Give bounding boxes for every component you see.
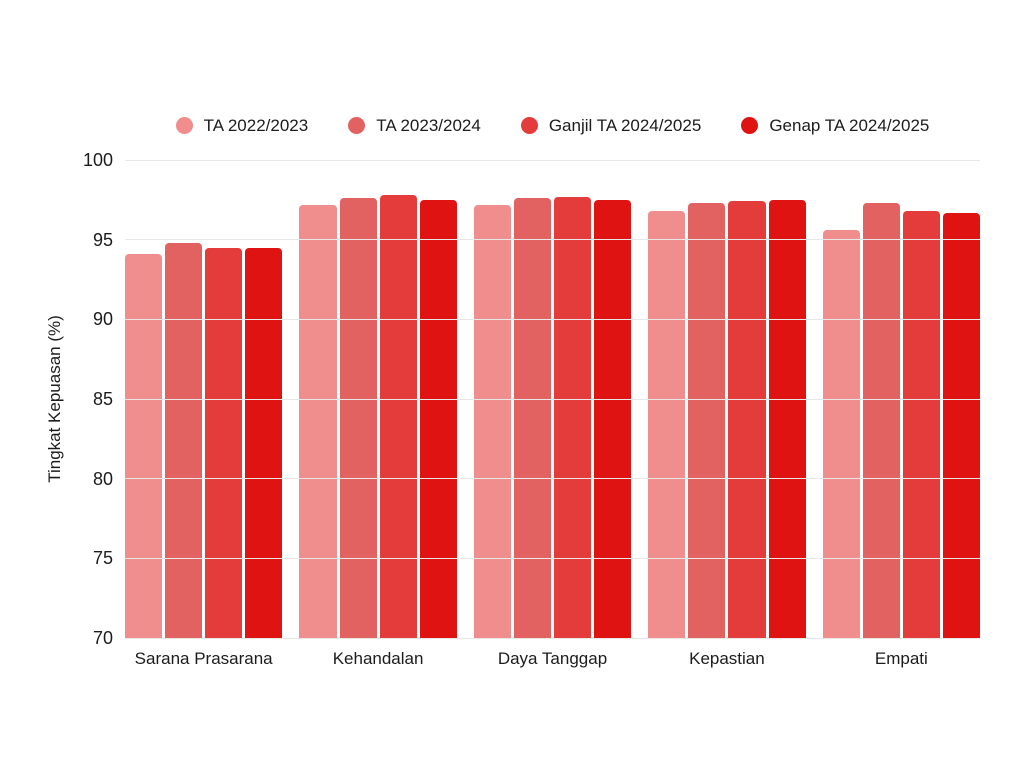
bar [205,247,243,638]
bar [594,199,632,638]
x-axis-label: Sarana Prasarana [134,649,273,668]
legend-label: TA 2023/2024 [376,115,481,135]
y-tick-label: 95 [92,229,113,250]
y-tick-label: 70 [92,628,113,648]
gridline-y-75 [125,557,980,559]
legend-label: Ganjil TA 2024/2025 [548,115,702,135]
bar-group-kepastian: Kepastian [648,160,806,668]
y-tick-label: 75 [92,548,113,569]
bar [554,196,592,638]
x-axis-label: Empati [874,649,928,668]
bar [245,247,283,638]
bar [648,211,686,638]
bar-groups: Sarana Prasarana Kehandalan Daya Tanggap Ke… [125,160,980,668]
legend-dot-icon [741,116,759,134]
x-axis-label: Kehandalan [332,649,424,668]
bar [165,242,203,638]
bar-group-kehandalan: Kehandalan [299,160,457,668]
bar [822,230,860,638]
bar [902,211,940,638]
legend-item: TA 2023/2024 [348,115,481,135]
gridline-y-70 [125,637,980,639]
gridline-y-90 [125,318,980,320]
gridline-y-95 [125,239,980,241]
bar [125,254,163,638]
y-tick-label: 100 [82,150,113,170]
y-tick-label: 85 [92,389,113,409]
gridline-y-85 [125,398,980,400]
chart-legend: TA 2022/2023 TA 2023/2024 Ganjil TA 2024/2… [125,107,980,143]
bar [339,198,377,638]
bar [299,204,337,638]
legend-item: TA 2022/2023 [175,115,309,135]
bar-group-empati: Empati [822,160,980,668]
legend-label: Genap TA 2024/2025 [769,115,930,135]
legend-dot-icon [348,116,366,134]
legend-item: Ganjil TA 2024/2025 [520,115,702,135]
gridline-y-100 [125,159,980,161]
legend-dot-icon [520,116,538,134]
bar [513,198,551,638]
bar-group-sarana-prasarana: Sarana Prasarana [125,160,283,668]
bar-group-daya-tanggap: Daya Tanggap [473,160,632,668]
bar [768,199,806,638]
x-axis-label: Kepastian [689,649,765,668]
bar [942,212,980,638]
y-tick-label: 80 [92,468,113,489]
legend-label: TA 2022/2023 [203,115,309,135]
x-axis-label: Daya Tanggap [497,649,608,668]
bar [473,204,511,638]
bar [379,195,417,638]
bar [688,203,726,638]
bar [419,199,457,638]
gridline-y-80 [125,478,980,480]
plot-area: Sarana Prasarana Kehandalan Daya Tanggap Ke… [83,151,980,668]
bar [728,201,766,638]
bar [862,203,900,638]
y-tick-label: 90 [92,309,113,330]
legend-dot-icon [175,116,193,134]
legend-item: Genap TA 2024/2025 [741,115,930,135]
